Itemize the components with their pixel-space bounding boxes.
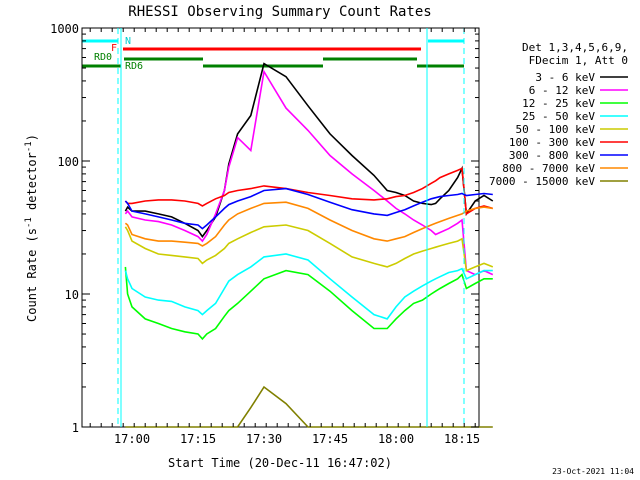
y-axis-label: Count Rate (s-1 detector-1) xyxy=(24,134,39,322)
chart-title: RHESSI Observing Summary Count Rates xyxy=(128,4,431,20)
y-axis-label-sup2: -1 xyxy=(24,141,34,152)
legend-entry-label: 25 - 50 keV xyxy=(522,110,595,123)
legend-entry-label: 6 - 12 keV xyxy=(529,84,596,97)
plot-frame xyxy=(81,27,480,428)
legend-entry-label: 12 - 25 keV xyxy=(522,97,595,110)
y-axis-label-end: ) xyxy=(25,134,39,141)
x-tick-label: 18:15 xyxy=(444,432,480,446)
series-line-8 xyxy=(124,201,493,247)
y-tick-label: 10 xyxy=(65,288,79,302)
timestamp: 23-Oct-2021 11:04 xyxy=(552,467,634,476)
x-axis-label: Start Time (20-Dec-11 16:47:02) xyxy=(168,456,392,470)
y-tick-label: 100 xyxy=(57,155,79,169)
legend-entry-label: 300 - 800 keV xyxy=(509,149,595,162)
legend-entry-label: 800 - 7000 keV xyxy=(502,162,595,175)
flag-rd6-label: RD6 xyxy=(125,61,143,72)
legend-entry-label: 3 - 6 keV xyxy=(535,71,595,84)
y-axis-label-sup1: -1 xyxy=(24,217,34,228)
series-line-1 xyxy=(124,62,494,238)
series-line-6 xyxy=(124,167,494,216)
x-tick-label: 17:30 xyxy=(246,432,282,446)
series-line-7 xyxy=(124,187,493,230)
series-line-5 xyxy=(124,224,494,272)
series-line-3 xyxy=(124,266,493,341)
y-axis-label-mid: detector xyxy=(25,152,39,217)
y-tick-label: 1000 xyxy=(50,22,79,36)
series-line-2 xyxy=(124,69,494,276)
series-line-9 xyxy=(125,385,493,428)
cyan-vlines xyxy=(117,28,465,427)
x-axis-ticks: 17:00 17:15 17:30 17:45 18:00 18:15 xyxy=(89,28,480,446)
axes-box xyxy=(81,27,480,428)
flag-f-label: F xyxy=(111,43,117,54)
series-layer xyxy=(124,62,494,428)
flag-bars: N F RD0 RD6 xyxy=(82,36,464,72)
x-tick-label: 17:45 xyxy=(312,432,348,446)
series-line-4 xyxy=(124,253,493,320)
x-tick-label: 18:00 xyxy=(378,432,414,446)
legend-entry-label: 7000 - 15000 keV xyxy=(489,175,595,188)
flag-n-label: N xyxy=(125,36,131,47)
flag-rd0-label: RD0 xyxy=(94,52,112,63)
legend-entry-label: 50 - 100 keV xyxy=(516,123,596,136)
legend-entry-label: 100 - 300 keV xyxy=(509,136,595,149)
legend-header-line-2: FDecim 1, Att 0 xyxy=(529,54,628,67)
y-axis-ticks: 1 10 100 1000 xyxy=(50,22,479,435)
y-axis-label-main: Count Rate (s xyxy=(25,228,39,322)
x-tick-label: 17:00 xyxy=(114,432,150,446)
y-tick-label: 1 xyxy=(72,421,79,435)
x-tick-label: 17:15 xyxy=(180,432,216,446)
legend-header-line-1: Det 1,3,4,5,6,9, xyxy=(522,41,628,54)
legend: Det 1,3,4,5,6,9, FDecim 1, Att 0 3 - 6 k… xyxy=(489,41,628,188)
